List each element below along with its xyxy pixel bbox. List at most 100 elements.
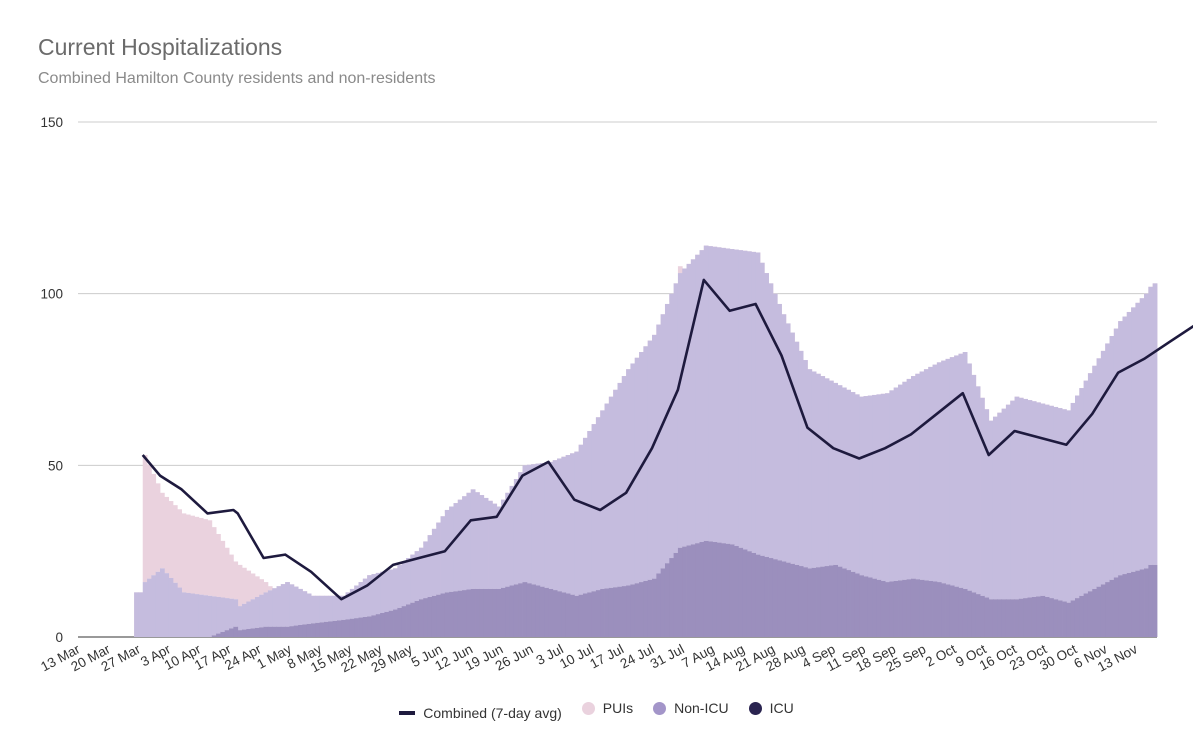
legend-item[interactable]: Non-ICU [653,700,729,716]
icu-bar [695,543,700,637]
icu-bar [462,590,467,637]
y-tick-label: 50 [48,458,63,473]
icu-bar [380,612,385,637]
non-icu-bar [276,586,282,627]
non-icu-bar [1113,328,1119,578]
non-icu-bar [690,259,696,545]
non-icu-bar [522,465,528,583]
non-icu-bar [682,268,687,547]
non-icu-bar [574,451,580,596]
pui-bar [254,576,260,597]
non-icu-bar [548,461,554,589]
icu-bar [617,586,623,637]
non-icu-bar [906,378,912,580]
non-icu-bar [1057,408,1063,601]
non-icu-bar [561,456,567,593]
pui-bar [142,455,148,583]
legend-item[interactable]: ICU [748,700,794,716]
icu-bar [349,618,355,637]
non-icu-bar [729,249,735,545]
non-icu-bar [349,588,355,619]
non-icu-bar [582,437,588,594]
non-icu-bar [324,595,329,622]
icu-bar [1027,597,1033,637]
icu-bar [923,580,929,637]
icu-bar [483,588,489,637]
y-tick-label: 150 [40,115,63,130]
icu-bar [716,542,722,637]
icu-bar [492,588,498,637]
pui-bar [185,514,191,593]
icu-bar [846,570,851,637]
chart-title: Current Hospitalizations [38,34,283,60]
non-icu-bar [552,460,558,591]
non-icu-bar [397,564,403,608]
average-line-group [141,278,1193,601]
icu-bar [997,599,1003,637]
non-icu-bar [751,251,757,553]
non-icu-bar [1036,402,1041,597]
icu-bar [630,584,636,637]
non-icu-bar [1031,401,1037,597]
icu-bar [371,615,377,637]
non-icu-bar [194,594,200,637]
icu-bar [1126,572,1132,637]
icu-bar [324,621,329,637]
non-icu-bar [134,592,139,637]
icu-bar [725,543,731,637]
icu-bar [785,562,791,637]
icu-bar [341,619,346,637]
icu-bar [967,590,972,637]
icu-bar [837,566,843,637]
icu-bar [1100,584,1106,637]
y-axis: 0 50 100 150 [40,115,63,645]
icu-bars [211,540,1158,637]
icu-bar [1135,570,1141,637]
non-icu-bar [919,371,925,580]
legend-item[interactable]: Combined (7-day avg) [399,705,562,721]
icu-bar [764,556,769,637]
pui-bar [211,527,217,597]
non-icu-bar [734,249,739,547]
icu-bar [393,609,398,637]
icu-bar [246,628,252,637]
non-icu-bar [677,273,683,548]
non-icu-bar [535,463,541,586]
icu-bar [669,558,675,637]
legend-line-swatch [399,710,416,715]
icu-bar [910,578,916,637]
non-icu-bar [526,464,532,584]
icu-bar [664,563,670,637]
icu-bar [1087,591,1093,637]
non-icu-bar [1152,283,1158,565]
icu-bar [522,582,528,637]
icu-bar [216,633,221,637]
icu-bar [220,631,226,637]
icu-bar [311,623,316,637]
icu-bar [488,588,493,637]
non-icu-bar [923,369,929,581]
non-icu-bar [492,503,498,589]
non-icu-bar [285,582,290,627]
non-icu-bar [708,246,713,542]
non-icu-bar [669,293,675,559]
icu-bar [742,549,748,637]
icu-bar [267,626,273,637]
icu-bar [941,583,946,637]
non-icu-bar [621,376,627,587]
non-icu-bar [267,590,273,627]
icu-bar [375,614,381,637]
legend-item[interactable]: PUIs [581,700,633,716]
icu-bar [621,586,627,637]
non-icu-bar [600,410,605,589]
non-icu-bar [746,251,752,552]
icu-bar [734,546,739,637]
non-icu-bar [289,584,295,627]
icu-bar [518,583,523,637]
icu-bar [1079,595,1085,637]
icu-bar [336,620,342,637]
pui-bar [164,496,170,574]
icu-bar [1096,586,1102,637]
icu-bar [431,595,437,637]
